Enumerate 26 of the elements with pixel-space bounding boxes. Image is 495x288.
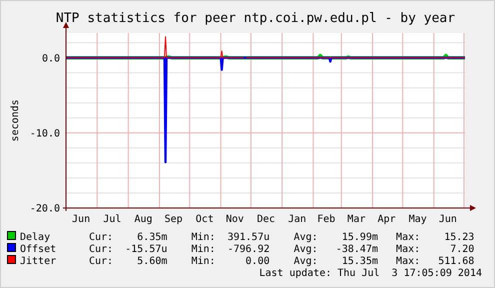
legend-label: Jitter (20, 256, 56, 267)
legend-label: Delay (20, 232, 50, 243)
chart-title: NTP statistics for peer ntp.coi.pw.edu.pl - by year (56, 11, 456, 26)
x-tick-label: Sep (164, 214, 183, 225)
text: Cur: 5.60m Min: 0.00 Avg: 15.35m Max: 511.68 (89, 256, 474, 267)
y-axis-title: seconds (10, 99, 21, 142)
x-tick-label: Apr (378, 214, 396, 225)
text: Cur: 6.35m Min: 391.57u Avg: 15.99m Max: 15.23 (89, 232, 474, 243)
y-tick-label: 0.0 (42, 53, 60, 64)
x-tick-label: Jun (438, 214, 457, 225)
x-tick-label: May (408, 214, 427, 225)
y-tick-label: -10.0 (30, 128, 60, 140)
x-tick-label: Aug (134, 214, 152, 225)
y-tick-label: -20.0 (30, 204, 60, 214)
x-tick-label: Feb (317, 214, 336, 225)
x-tick-label: Jul (103, 214, 122, 225)
x-tick-label: Nov (226, 214, 244, 225)
text: Cur: -15.57u Min: -796.92 Avg: -38.47m Max: 7.20 (89, 244, 474, 255)
x-tick-label: Dec (256, 214, 276, 225)
line-series (64, 56, 466, 164)
x-tick-label: Mar (347, 214, 366, 225)
x-tick-label: Oct (196, 214, 214, 225)
legend-label: Offset (20, 244, 56, 255)
text: Last update: Thu Jul 3 17:05:09 2014 (259, 268, 482, 279)
x-tick-label: Jun (72, 214, 90, 225)
x-tick-label: Jan (288, 214, 306, 225)
